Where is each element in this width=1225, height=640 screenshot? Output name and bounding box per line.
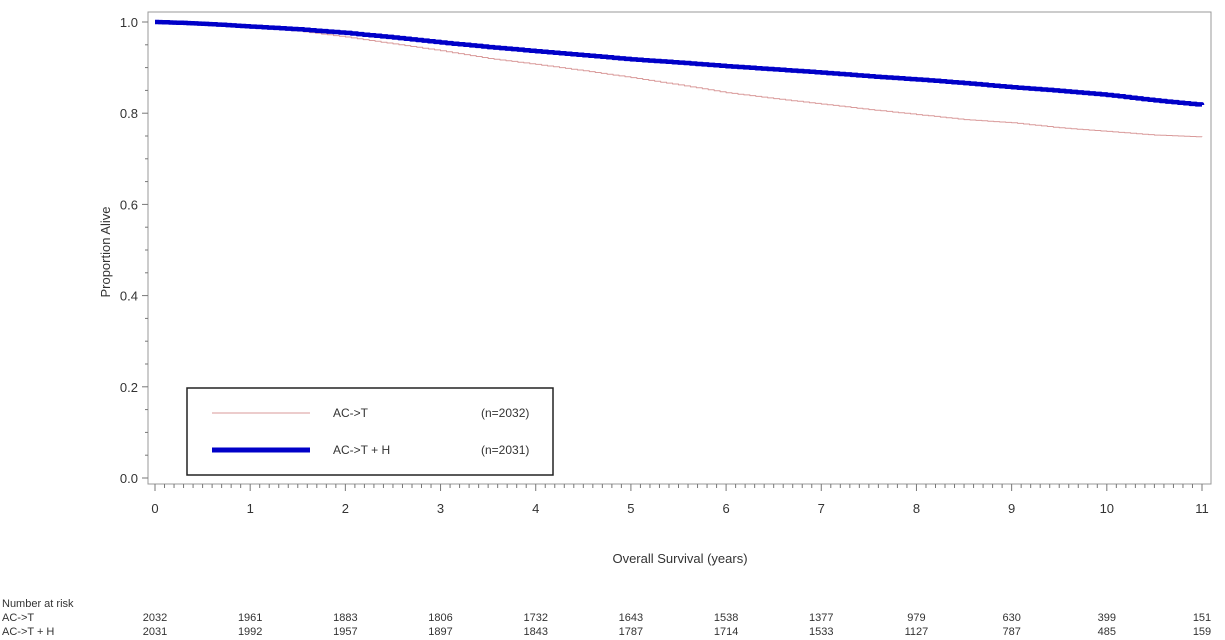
legend-box bbox=[186, 387, 554, 476]
x-tick-label: 8 bbox=[913, 501, 920, 516]
x-tick-label: 6 bbox=[722, 501, 729, 516]
risk-value-ac-t: 1732 bbox=[523, 612, 547, 624]
risk-value-ac-t-h: 1787 bbox=[619, 626, 643, 638]
y-tick-label: 0.2 bbox=[120, 380, 138, 395]
y-axis: 0.0 0.2 0.4 0.6 0.8 1.0 bbox=[120, 15, 148, 486]
x-tick-label: 5 bbox=[627, 501, 634, 516]
y-tick-label: 0.6 bbox=[120, 197, 138, 212]
risk-value-ac-t: 399 bbox=[1098, 612, 1116, 624]
risk-value-ac-t: 979 bbox=[907, 612, 925, 624]
legend-label-ac-t: AC->T bbox=[333, 406, 369, 420]
risk-table-title: Number at risk bbox=[2, 598, 74, 610]
risk-value-ac-t: 1961 bbox=[238, 612, 262, 624]
x-tick-label: 1 bbox=[247, 501, 254, 516]
x-tick-label: 7 bbox=[818, 501, 825, 516]
series-line-ac-t bbox=[155, 21, 1203, 138]
x-tick-label: 2 bbox=[342, 501, 349, 516]
risk-value-ac-t-h: 159 bbox=[1193, 626, 1211, 638]
series-line-ac-t-h bbox=[155, 19, 1205, 107]
x-tick-label: 3 bbox=[437, 501, 444, 516]
risk-value-ac-t: 1538 bbox=[714, 612, 738, 624]
risk-table: Number at risk AC->T AC->T + H 2032 1961 1… bbox=[2, 598, 1211, 638]
risk-value-ac-t: 1883 bbox=[333, 612, 357, 624]
risk-value-ac-t: 1643 bbox=[619, 612, 643, 624]
y-tick-label: 0.8 bbox=[120, 106, 138, 121]
x-tick-label: 0 bbox=[151, 501, 158, 516]
risk-value-ac-t-h: 787 bbox=[1002, 626, 1020, 638]
legend: AC->T (n=2032) AC->T + H (n=2031) bbox=[186, 387, 554, 476]
risk-value-ac-t-h: 2031 bbox=[143, 626, 167, 638]
x-axis: 0 1 2 3 4 5 6 7 8 9 10 11 bbox=[151, 483, 1211, 516]
risk-value-ac-t-h: 485 bbox=[1098, 626, 1116, 638]
x-axis-title: Overall Survival (years) bbox=[612, 551, 747, 566]
x-tick-label: 4 bbox=[532, 501, 539, 516]
x-tick-label: 10 bbox=[1100, 501, 1114, 516]
risk-value-ac-t-h: 1992 bbox=[238, 626, 262, 638]
x-tick-label: 9 bbox=[1008, 501, 1015, 516]
risk-value-ac-t-h: 1957 bbox=[333, 626, 357, 638]
risk-value-ac-t-h: 1533 bbox=[809, 626, 833, 638]
risk-value-ac-t-h: 1714 bbox=[714, 626, 738, 638]
series-layer bbox=[155, 19, 1205, 138]
x-tick-label: 11 bbox=[1195, 501, 1209, 516]
y-axis-title: Proportion Alive bbox=[98, 206, 113, 297]
risk-value-ac-t: 1377 bbox=[809, 612, 833, 624]
risk-value-ac-t-h: 1127 bbox=[905, 626, 929, 638]
y-tick-label: 0.0 bbox=[120, 471, 138, 486]
risk-value-ac-t-h: 1897 bbox=[428, 626, 452, 638]
risk-row-label-ac-t-h: AC->T + H bbox=[2, 626, 54, 638]
legend-n-ac-t-h: (n=2031) bbox=[481, 443, 529, 457]
legend-n-ac-t: (n=2032) bbox=[481, 406, 529, 420]
risk-value-ac-t: 2032 bbox=[143, 612, 167, 624]
y-tick-label: 0.4 bbox=[120, 289, 138, 304]
legend-label-ac-t-h: AC->T + H bbox=[333, 443, 390, 457]
risk-value-ac-t: 630 bbox=[1002, 612, 1020, 624]
risk-value-ac-t: 151 bbox=[1193, 612, 1211, 624]
risk-row-label-ac-t: AC->T bbox=[2, 612, 34, 624]
risk-value-ac-t-h: 1843 bbox=[523, 626, 547, 638]
risk-value-ac-t: 1806 bbox=[428, 612, 452, 624]
y-tick-label: 1.0 bbox=[120, 15, 138, 30]
